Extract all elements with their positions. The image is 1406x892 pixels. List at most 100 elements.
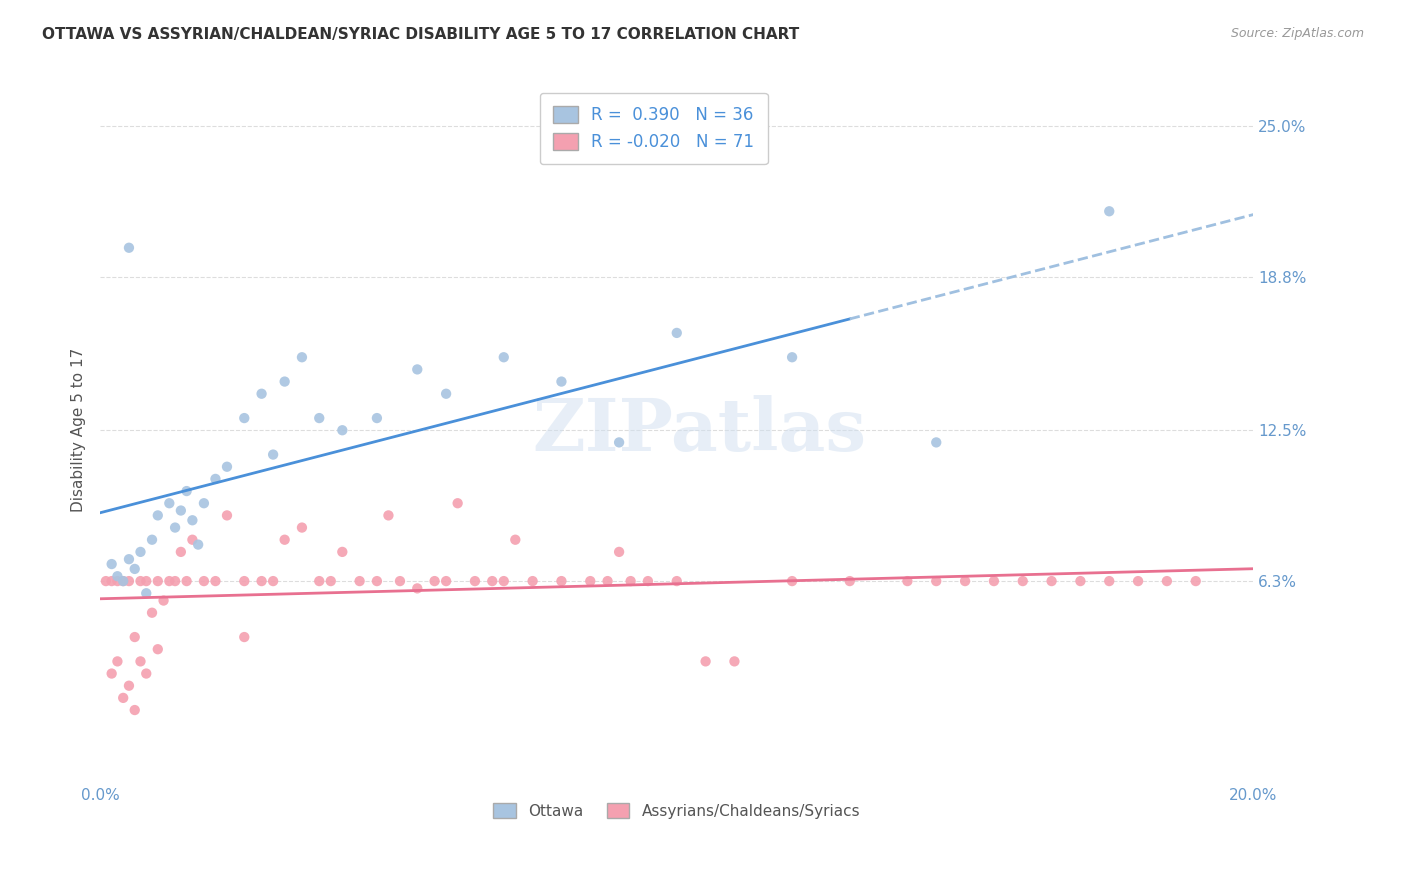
Text: Source: ZipAtlas.com: Source: ZipAtlas.com xyxy=(1230,27,1364,40)
Point xyxy=(146,642,169,657)
Point xyxy=(780,351,803,365)
Point xyxy=(983,574,1005,588)
Point xyxy=(170,503,193,517)
Point xyxy=(124,703,146,717)
Point xyxy=(319,574,342,588)
Legend: Ottawa, Assyrians/Chaldeans/Syriacs: Ottawa, Assyrians/Chaldeans/Syriacs xyxy=(486,797,866,825)
Point xyxy=(94,574,117,588)
Point xyxy=(896,574,918,588)
Point xyxy=(596,574,619,588)
Point xyxy=(366,411,388,425)
Point xyxy=(1011,574,1033,588)
Point xyxy=(100,666,122,681)
Point xyxy=(135,666,157,681)
Point xyxy=(100,557,122,571)
Point xyxy=(193,496,215,510)
Point xyxy=(157,574,180,588)
Point xyxy=(204,472,226,486)
Point xyxy=(187,538,209,552)
Point xyxy=(522,574,544,588)
Point xyxy=(838,574,860,588)
Point xyxy=(330,545,353,559)
Point xyxy=(165,574,187,588)
Point xyxy=(124,562,146,576)
Point xyxy=(388,574,411,588)
Point xyxy=(330,423,353,437)
Point xyxy=(434,386,457,401)
Point xyxy=(308,574,330,588)
Point xyxy=(129,574,152,588)
Point xyxy=(665,574,688,588)
Point xyxy=(1040,574,1063,588)
Point xyxy=(446,496,468,510)
Point xyxy=(273,375,295,389)
Point xyxy=(620,574,643,588)
Point xyxy=(273,533,295,547)
Point xyxy=(118,679,141,693)
Point xyxy=(250,386,273,401)
Point xyxy=(118,574,141,588)
Point xyxy=(181,533,204,547)
Point xyxy=(607,435,630,450)
Point xyxy=(925,435,948,450)
Point xyxy=(550,375,572,389)
Point xyxy=(152,593,174,607)
Text: ZIPatlas: ZIPatlas xyxy=(533,395,868,466)
Point xyxy=(1156,574,1178,588)
Point xyxy=(112,574,135,588)
Point xyxy=(215,508,238,523)
Point xyxy=(129,545,152,559)
Point xyxy=(780,574,803,588)
Point xyxy=(1098,574,1121,588)
Point xyxy=(434,574,457,588)
Point xyxy=(129,654,152,668)
Point xyxy=(481,574,503,588)
Point xyxy=(165,520,187,534)
Point xyxy=(176,484,198,499)
Point xyxy=(100,574,122,588)
Point xyxy=(118,241,141,255)
Point xyxy=(953,574,976,588)
Point xyxy=(233,574,256,588)
Point xyxy=(695,654,717,668)
Point xyxy=(250,574,273,588)
Point xyxy=(107,654,129,668)
Point xyxy=(107,574,129,588)
Point xyxy=(406,582,429,596)
Point xyxy=(723,654,745,668)
Point xyxy=(146,574,169,588)
Point xyxy=(112,690,135,705)
Point xyxy=(215,459,238,474)
Point xyxy=(925,574,948,588)
Point xyxy=(1126,574,1149,588)
Point xyxy=(291,520,314,534)
Point xyxy=(492,574,515,588)
Point xyxy=(181,513,204,527)
Point xyxy=(377,508,399,523)
Point xyxy=(464,574,486,588)
Point xyxy=(406,362,429,376)
Point xyxy=(1098,204,1121,219)
Text: OTTAWA VS ASSYRIAN/CHALDEAN/SYRIAC DISABILITY AGE 5 TO 17 CORRELATION CHART: OTTAWA VS ASSYRIAN/CHALDEAN/SYRIAC DISAB… xyxy=(42,27,800,42)
Point xyxy=(423,574,446,588)
Point xyxy=(637,574,659,588)
Point xyxy=(291,351,314,365)
Point xyxy=(141,606,163,620)
Point xyxy=(262,448,284,462)
Point xyxy=(607,545,630,559)
Point xyxy=(176,574,198,588)
Point xyxy=(146,508,169,523)
Point xyxy=(170,545,193,559)
Point xyxy=(1184,574,1206,588)
Y-axis label: Disability Age 5 to 17: Disability Age 5 to 17 xyxy=(72,348,86,512)
Point xyxy=(349,574,371,588)
Point xyxy=(366,574,388,588)
Point xyxy=(157,496,180,510)
Point xyxy=(141,533,163,547)
Point xyxy=(665,326,688,340)
Point xyxy=(233,630,256,644)
Point xyxy=(1069,574,1091,588)
Point xyxy=(204,574,226,588)
Point xyxy=(505,533,527,547)
Point xyxy=(262,574,284,588)
